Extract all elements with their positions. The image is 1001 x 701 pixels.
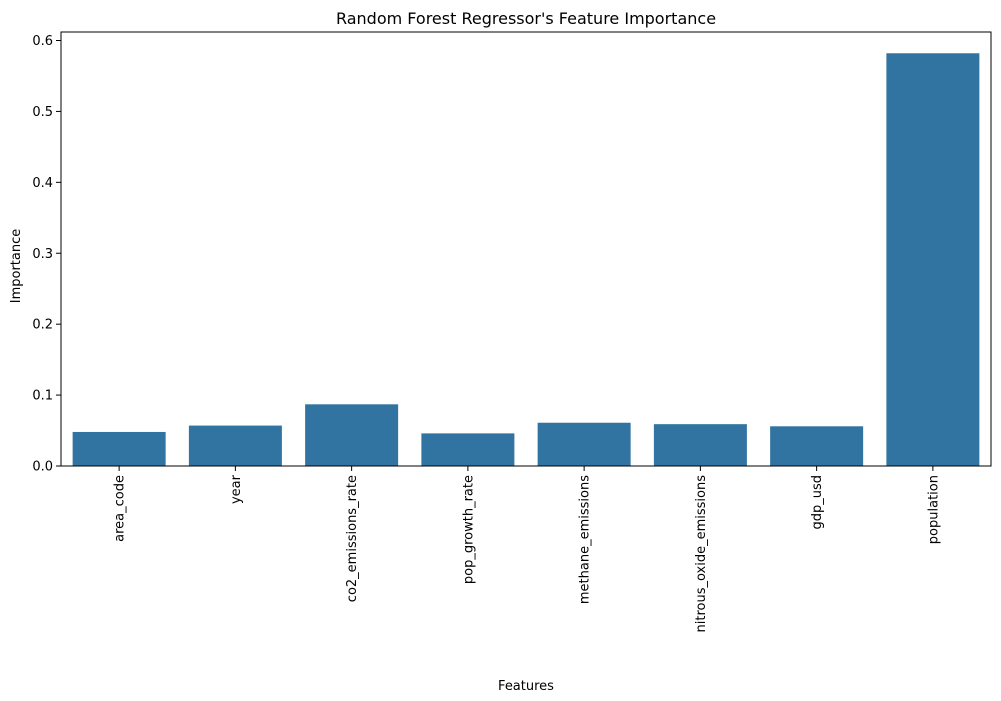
x-tick-label-population: population — [926, 475, 941, 544]
bar-co2-emissions-rate — [305, 404, 399, 466]
bar-area-code — [72, 431, 166, 466]
y-tick-label: 0.3 — [32, 247, 53, 262]
bar-methane-emissions — [537, 422, 631, 466]
y-tick-label: 0.4 — [32, 176, 53, 191]
y-tick-label: 0.0 — [32, 460, 53, 475]
bar-year — [188, 425, 282, 466]
bar-population — [886, 53, 980, 467]
y-tick-label: 0.5 — [32, 105, 53, 120]
bar-gdp-usd — [770, 426, 864, 466]
x-tick-label-gdp-usd: gdp_usd — [810, 475, 825, 530]
x-axis-label: Features — [498, 679, 554, 694]
chart-title: Random Forest Regressor's Feature Import… — [336, 9, 716, 28]
x-tick-label-area-code: area_code — [113, 475, 128, 542]
y-tick-label: 0.1 — [32, 389, 53, 404]
x-tick-label-co2-emissions-rate: co2_emissions_rate — [345, 475, 360, 602]
x-tick-label-methane-emissions: methane_emissions — [578, 475, 593, 604]
x-tick-label-year: year — [229, 474, 244, 504]
y-tick-label: 0.2 — [32, 318, 53, 333]
x-tick-label-pop-growth-rate: pop_growth_rate — [461, 475, 476, 584]
plot-area: 0.0 0.1 0.2 0.3 0.4 0.5 0.6 area_code year co2_em… — [32, 31, 992, 633]
y-axis-label: Importance — [9, 229, 24, 304]
plot-frame — [60, 31, 992, 467]
bar-nitrous-oxide-emissions — [653, 424, 747, 466]
y-tick-label: 0.6 — [32, 34, 53, 49]
x-tick-label-nitrous-oxide-emissions: nitrous_oxide_emissions — [694, 475, 709, 633]
bar-pop-growth-rate — [421, 433, 515, 466]
